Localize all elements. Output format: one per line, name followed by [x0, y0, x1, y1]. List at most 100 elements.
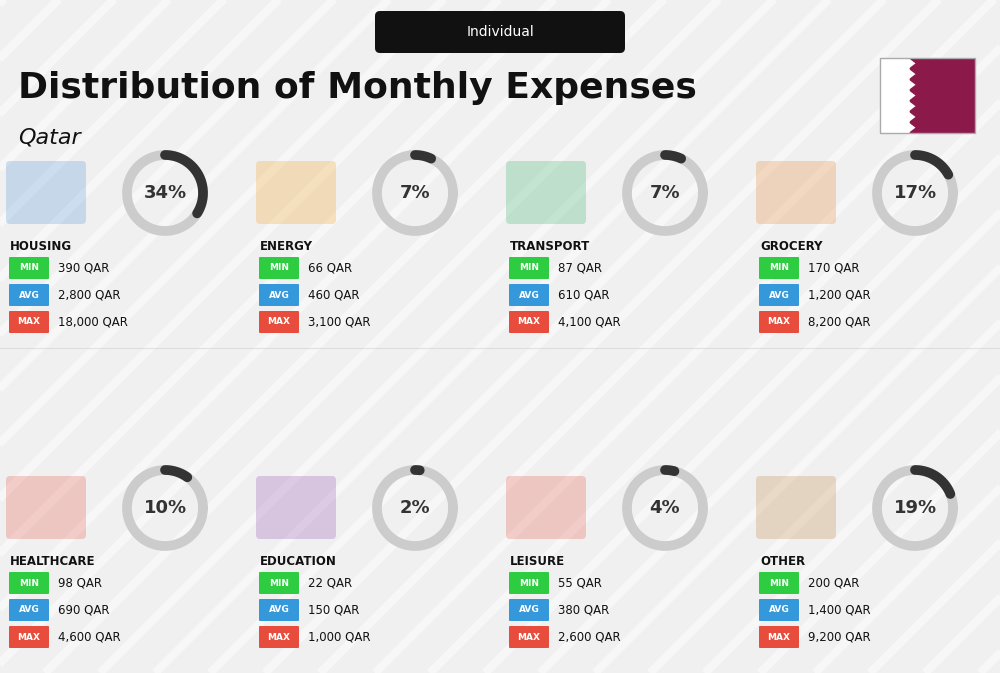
Text: 17%: 17% — [893, 184, 937, 202]
Polygon shape — [909, 58, 916, 69]
Text: 98 QAR: 98 QAR — [58, 577, 102, 590]
Polygon shape — [909, 79, 916, 90]
FancyBboxPatch shape — [256, 476, 336, 539]
Polygon shape — [909, 101, 916, 112]
Text: 4,600 QAR: 4,600 QAR — [58, 631, 121, 643]
Text: 610 QAR: 610 QAR — [558, 289, 609, 302]
Text: 10%: 10% — [143, 499, 187, 517]
Text: 2%: 2% — [400, 499, 430, 517]
Text: MIN: MIN — [19, 264, 39, 273]
Text: 18,000 QAR: 18,000 QAR — [58, 316, 128, 328]
Text: 380 QAR: 380 QAR — [558, 604, 609, 616]
Text: LEISURE: LEISURE — [510, 555, 565, 568]
Text: AVG: AVG — [19, 291, 39, 299]
Text: Qatar: Qatar — [18, 128, 81, 148]
Text: 22 QAR: 22 QAR — [308, 577, 352, 590]
Text: 1,000 QAR: 1,000 QAR — [308, 631, 370, 643]
Text: HEALTHCARE: HEALTHCARE — [10, 555, 96, 568]
Text: ENERGY: ENERGY — [260, 240, 313, 253]
Polygon shape — [909, 112, 916, 122]
FancyBboxPatch shape — [759, 284, 799, 306]
Text: 390 QAR: 390 QAR — [58, 262, 109, 275]
Text: EDUCATION: EDUCATION — [260, 555, 337, 568]
FancyBboxPatch shape — [9, 311, 49, 333]
Text: 55 QAR: 55 QAR — [558, 577, 602, 590]
Text: MIN: MIN — [269, 579, 289, 588]
FancyBboxPatch shape — [259, 572, 299, 594]
Text: MAX: MAX — [268, 633, 290, 641]
FancyBboxPatch shape — [9, 626, 49, 648]
Text: 170 QAR: 170 QAR — [808, 262, 860, 275]
Text: TRANSPORT: TRANSPORT — [510, 240, 590, 253]
FancyBboxPatch shape — [259, 599, 299, 621]
Text: 1,200 QAR: 1,200 QAR — [808, 289, 871, 302]
FancyBboxPatch shape — [509, 599, 549, 621]
Text: MAX: MAX — [518, 318, 540, 326]
Text: 3,100 QAR: 3,100 QAR — [308, 316, 370, 328]
FancyBboxPatch shape — [259, 257, 299, 279]
Text: MAX: MAX — [768, 318, 790, 326]
Text: 7%: 7% — [650, 184, 680, 202]
FancyBboxPatch shape — [9, 572, 49, 594]
FancyBboxPatch shape — [909, 58, 975, 133]
FancyBboxPatch shape — [259, 311, 299, 333]
FancyBboxPatch shape — [6, 161, 86, 224]
FancyBboxPatch shape — [756, 161, 836, 224]
Text: Distribution of Monthly Expenses: Distribution of Monthly Expenses — [18, 71, 697, 105]
Text: MIN: MIN — [519, 264, 539, 273]
FancyBboxPatch shape — [9, 599, 49, 621]
FancyBboxPatch shape — [759, 626, 799, 648]
Text: 2,600 QAR: 2,600 QAR — [558, 631, 621, 643]
Text: MIN: MIN — [269, 264, 289, 273]
Text: MAX: MAX — [518, 633, 540, 641]
FancyBboxPatch shape — [880, 58, 909, 133]
Text: 2,800 QAR: 2,800 QAR — [58, 289, 120, 302]
Text: 4%: 4% — [650, 499, 680, 517]
FancyBboxPatch shape — [509, 284, 549, 306]
FancyBboxPatch shape — [759, 572, 799, 594]
Text: MAX: MAX — [268, 318, 290, 326]
FancyBboxPatch shape — [506, 476, 586, 539]
Text: GROCERY: GROCERY — [760, 240, 822, 253]
Text: MAX: MAX — [768, 633, 790, 641]
FancyBboxPatch shape — [256, 161, 336, 224]
FancyBboxPatch shape — [759, 599, 799, 621]
Polygon shape — [909, 69, 916, 79]
Text: AVG: AVG — [269, 291, 289, 299]
FancyBboxPatch shape — [509, 311, 549, 333]
FancyBboxPatch shape — [9, 257, 49, 279]
FancyBboxPatch shape — [759, 311, 799, 333]
Text: 150 QAR: 150 QAR — [308, 604, 359, 616]
Text: 19%: 19% — [893, 499, 937, 517]
FancyBboxPatch shape — [259, 284, 299, 306]
FancyBboxPatch shape — [259, 626, 299, 648]
Polygon shape — [909, 122, 916, 133]
Polygon shape — [909, 90, 916, 101]
Text: 690 QAR: 690 QAR — [58, 604, 110, 616]
Text: MIN: MIN — [519, 579, 539, 588]
Text: Individual: Individual — [466, 25, 534, 39]
Text: AVG: AVG — [19, 606, 39, 614]
Text: MAX: MAX — [18, 633, 40, 641]
Text: 87 QAR: 87 QAR — [558, 262, 602, 275]
FancyBboxPatch shape — [9, 284, 49, 306]
Text: MIN: MIN — [769, 579, 789, 588]
FancyBboxPatch shape — [506, 161, 586, 224]
Text: AVG: AVG — [519, 606, 539, 614]
Text: 4,100 QAR: 4,100 QAR — [558, 316, 621, 328]
FancyBboxPatch shape — [509, 572, 549, 594]
Text: MAX: MAX — [18, 318, 40, 326]
FancyBboxPatch shape — [509, 626, 549, 648]
FancyBboxPatch shape — [756, 476, 836, 539]
Text: MIN: MIN — [19, 579, 39, 588]
Text: 200 QAR: 200 QAR — [808, 577, 859, 590]
Text: HOUSING: HOUSING — [10, 240, 72, 253]
FancyBboxPatch shape — [509, 257, 549, 279]
Text: MIN: MIN — [769, 264, 789, 273]
Text: AVG: AVG — [269, 606, 289, 614]
Text: OTHER: OTHER — [760, 555, 805, 568]
Text: AVG: AVG — [519, 291, 539, 299]
Text: AVG: AVG — [769, 291, 789, 299]
FancyBboxPatch shape — [759, 257, 799, 279]
FancyBboxPatch shape — [375, 11, 625, 53]
